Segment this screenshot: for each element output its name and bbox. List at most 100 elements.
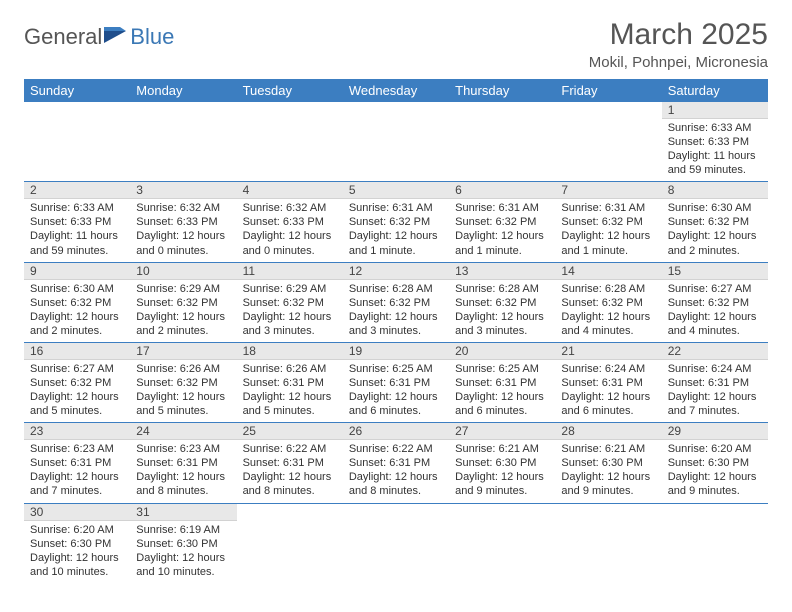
day-number: 14 [555, 263, 661, 280]
day-number: 18 [237, 343, 343, 360]
sunrise-text: Sunrise: 6:29 AM [243, 282, 337, 296]
day-header: Friday [555, 79, 661, 102]
sunset-text: Sunset: 6:30 PM [136, 537, 230, 551]
daylight-text: Daylight: 12 hours and 8 minutes. [243, 470, 337, 498]
sunrise-text: Sunrise: 6:25 AM [349, 362, 443, 376]
day-body: Sunrise: 6:32 AMSunset: 6:33 PMDaylight:… [237, 199, 343, 261]
calendar-row: 9Sunrise: 6:30 AMSunset: 6:32 PMDaylight… [24, 262, 768, 342]
day-body: Sunrise: 6:31 AMSunset: 6:32 PMDaylight:… [343, 199, 449, 261]
sunset-text: Sunset: 6:31 PM [243, 376, 337, 390]
day-number: 22 [662, 343, 768, 360]
header: General Blue March 2025 Mokil, Pohnpei, … [24, 18, 768, 71]
day-number: 2 [24, 182, 130, 199]
calendar-cell: 15Sunrise: 6:27 AMSunset: 6:32 PMDayligh… [662, 262, 768, 342]
calendar-cell: 26Sunrise: 6:22 AMSunset: 6:31 PMDayligh… [343, 423, 449, 503]
calendar-cell: 2Sunrise: 6:33 AMSunset: 6:33 PMDaylight… [24, 182, 130, 262]
day-header: Monday [130, 79, 236, 102]
day-number: 8 [662, 182, 768, 199]
sunset-text: Sunset: 6:33 PM [243, 215, 337, 229]
calendar-cell: 14Sunrise: 6:28 AMSunset: 6:32 PMDayligh… [555, 262, 661, 342]
day-number: 26 [343, 423, 449, 440]
calendar-cell [662, 503, 768, 583]
day-header-row: Sunday Monday Tuesday Wednesday Thursday… [24, 79, 768, 102]
day-number: 7 [555, 182, 661, 199]
calendar-cell [449, 503, 555, 583]
calendar-cell: 7Sunrise: 6:31 AMSunset: 6:32 PMDaylight… [555, 182, 661, 262]
logo-text-blue: Blue [130, 24, 174, 50]
day-number: 9 [24, 263, 130, 280]
day-header: Wednesday [343, 79, 449, 102]
sunrise-text: Sunrise: 6:33 AM [30, 201, 124, 215]
calendar-cell [555, 102, 661, 182]
calendar-cell: 23Sunrise: 6:23 AMSunset: 6:31 PMDayligh… [24, 423, 130, 503]
calendar-cell: 12Sunrise: 6:28 AMSunset: 6:32 PMDayligh… [343, 262, 449, 342]
daylight-text: Daylight: 12 hours and 3 minutes. [349, 310, 443, 338]
calendar-cell: 11Sunrise: 6:29 AMSunset: 6:32 PMDayligh… [237, 262, 343, 342]
day-body: Sunrise: 6:25 AMSunset: 6:31 PMDaylight:… [343, 360, 449, 422]
calendar-cell: 16Sunrise: 6:27 AMSunset: 6:32 PMDayligh… [24, 342, 130, 422]
calendar-cell: 5Sunrise: 6:31 AMSunset: 6:32 PMDaylight… [343, 182, 449, 262]
day-body: Sunrise: 6:24 AMSunset: 6:31 PMDaylight:… [662, 360, 768, 422]
daylight-text: Daylight: 12 hours and 4 minutes. [668, 310, 762, 338]
day-body: Sunrise: 6:25 AMSunset: 6:31 PMDaylight:… [449, 360, 555, 422]
sunset-text: Sunset: 6:32 PM [243, 296, 337, 310]
calendar-cell: 19Sunrise: 6:25 AMSunset: 6:31 PMDayligh… [343, 342, 449, 422]
sunrise-text: Sunrise: 6:20 AM [668, 442, 762, 456]
day-number: 30 [24, 504, 130, 521]
day-body: Sunrise: 6:33 AMSunset: 6:33 PMDaylight:… [662, 119, 768, 181]
day-body: Sunrise: 6:32 AMSunset: 6:33 PMDaylight:… [130, 199, 236, 261]
calendar-cell [555, 503, 661, 583]
calendar-cell: 9Sunrise: 6:30 AMSunset: 6:32 PMDaylight… [24, 262, 130, 342]
daylight-text: Daylight: 12 hours and 6 minutes. [349, 390, 443, 418]
calendar-cell: 13Sunrise: 6:28 AMSunset: 6:32 PMDayligh… [449, 262, 555, 342]
sunset-text: Sunset: 6:32 PM [561, 296, 655, 310]
sunrise-text: Sunrise: 6:22 AM [243, 442, 337, 456]
calendar-cell [343, 503, 449, 583]
calendar-cell: 8Sunrise: 6:30 AMSunset: 6:32 PMDaylight… [662, 182, 768, 262]
sunrise-text: Sunrise: 6:26 AM [136, 362, 230, 376]
sunrise-text: Sunrise: 6:28 AM [561, 282, 655, 296]
day-body: Sunrise: 6:31 AMSunset: 6:32 PMDaylight:… [449, 199, 555, 261]
day-number: 20 [449, 343, 555, 360]
daylight-text: Daylight: 12 hours and 0 minutes. [243, 229, 337, 257]
calendar-row: 16Sunrise: 6:27 AMSunset: 6:32 PMDayligh… [24, 342, 768, 422]
sunset-text: Sunset: 6:32 PM [136, 376, 230, 390]
daylight-text: Daylight: 12 hours and 10 minutes. [30, 551, 124, 579]
day-number: 17 [130, 343, 236, 360]
day-number: 4 [237, 182, 343, 199]
daylight-text: Daylight: 12 hours and 1 minute. [455, 229, 549, 257]
sunrise-text: Sunrise: 6:33 AM [668, 121, 762, 135]
calendar-cell: 6Sunrise: 6:31 AMSunset: 6:32 PMDaylight… [449, 182, 555, 262]
sunrise-text: Sunrise: 6:23 AM [136, 442, 230, 456]
daylight-text: Daylight: 12 hours and 5 minutes. [243, 390, 337, 418]
sunset-text: Sunset: 6:32 PM [349, 215, 443, 229]
sunset-text: Sunset: 6:31 PM [668, 376, 762, 390]
day-header: Thursday [449, 79, 555, 102]
day-number: 25 [237, 423, 343, 440]
sunrise-text: Sunrise: 6:19 AM [136, 523, 230, 537]
day-number: 16 [24, 343, 130, 360]
calendar-cell: 27Sunrise: 6:21 AMSunset: 6:30 PMDayligh… [449, 423, 555, 503]
day-body: Sunrise: 6:27 AMSunset: 6:32 PMDaylight:… [24, 360, 130, 422]
sunrise-text: Sunrise: 6:32 AM [136, 201, 230, 215]
calendar-cell: 18Sunrise: 6:26 AMSunset: 6:31 PMDayligh… [237, 342, 343, 422]
sunrise-text: Sunrise: 6:24 AM [668, 362, 762, 376]
calendar-cell: 31Sunrise: 6:19 AMSunset: 6:30 PMDayligh… [130, 503, 236, 583]
day-body: Sunrise: 6:21 AMSunset: 6:30 PMDaylight:… [555, 440, 661, 502]
sunset-text: Sunset: 6:32 PM [668, 215, 762, 229]
day-body: Sunrise: 6:26 AMSunset: 6:31 PMDaylight:… [237, 360, 343, 422]
day-body: Sunrise: 6:20 AMSunset: 6:30 PMDaylight:… [24, 521, 130, 583]
daylight-text: Daylight: 12 hours and 9 minutes. [455, 470, 549, 498]
location: Mokil, Pohnpei, Micronesia [589, 54, 768, 71]
sunset-text: Sunset: 6:33 PM [30, 215, 124, 229]
calendar-row: 1Sunrise: 6:33 AMSunset: 6:33 PMDaylight… [24, 102, 768, 182]
logo-text-general: General [24, 24, 102, 50]
daylight-text: Daylight: 12 hours and 2 minutes. [136, 310, 230, 338]
calendar-cell: 10Sunrise: 6:29 AMSunset: 6:32 PMDayligh… [130, 262, 236, 342]
sunset-text: Sunset: 6:32 PM [455, 296, 549, 310]
day-body: Sunrise: 6:30 AMSunset: 6:32 PMDaylight:… [662, 199, 768, 261]
calendar-cell: 28Sunrise: 6:21 AMSunset: 6:30 PMDayligh… [555, 423, 661, 503]
daylight-text: Daylight: 12 hours and 6 minutes. [455, 390, 549, 418]
calendar-row: 23Sunrise: 6:23 AMSunset: 6:31 PMDayligh… [24, 423, 768, 503]
daylight-text: Daylight: 12 hours and 9 minutes. [561, 470, 655, 498]
